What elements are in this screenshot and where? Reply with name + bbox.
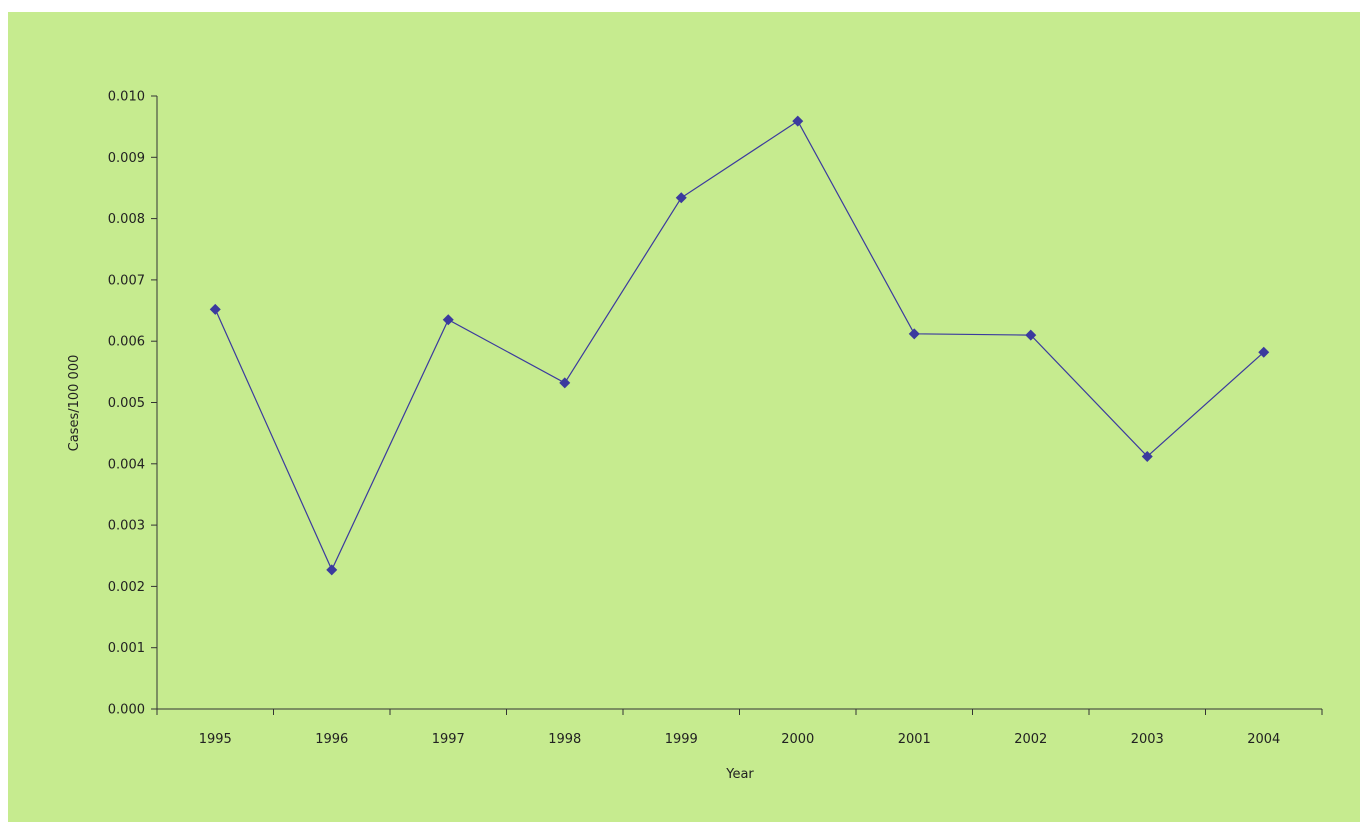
series-line xyxy=(214,120,1265,572)
y-tick-label: 0.008 xyxy=(108,212,145,227)
y-tick-label: 0.005 xyxy=(108,396,145,411)
x-tick-label: 1998 xyxy=(548,732,581,747)
y-tick-label: 0.003 xyxy=(108,519,145,534)
data-point-marker xyxy=(792,115,804,127)
x-tick-label: 1997 xyxy=(432,732,465,747)
axes xyxy=(151,95,1323,715)
x-tick-label: 2001 xyxy=(898,732,931,747)
data-point-marker xyxy=(1258,346,1270,358)
y-tick-label: 0.002 xyxy=(108,580,145,595)
data-point-marker xyxy=(209,303,221,315)
y-tick-label: 0.009 xyxy=(108,151,145,166)
data-point-marker xyxy=(1141,450,1153,462)
y-tick-label: 0.004 xyxy=(108,457,145,472)
y-tick-label: 0.006 xyxy=(108,335,145,350)
y-axis-title: Cases/100 000 xyxy=(67,355,82,452)
series-group xyxy=(209,115,1270,576)
data-point-marker xyxy=(1025,329,1037,341)
chart-background xyxy=(8,12,1360,822)
tick-labels: 0.000 0.001 0.002 0.003 0.004 0.005 0.006 0.007… xyxy=(108,90,1281,748)
data-point-marker xyxy=(326,564,338,576)
x-tick-label: 2003 xyxy=(1131,732,1164,747)
x-tick-label: 2000 xyxy=(781,732,814,747)
data-point-marker xyxy=(908,328,920,340)
data-point-marker xyxy=(559,377,571,389)
x-tick-label: 2004 xyxy=(1247,732,1280,747)
y-tick-label: 0.001 xyxy=(108,641,145,656)
x-tick-label: 2002 xyxy=(1014,732,1047,747)
data-point-marker xyxy=(442,314,454,326)
x-tick-label: 1999 xyxy=(665,732,698,747)
data-point-marker xyxy=(675,192,687,204)
y-tick-label: 0.010 xyxy=(108,90,145,105)
y-tick-label: 0.007 xyxy=(108,273,145,288)
x-tick-label: 1996 xyxy=(315,732,348,747)
x-tick-label: 1995 xyxy=(199,732,232,747)
y-tick-label: 0.000 xyxy=(108,703,145,718)
x-axis-title: Year xyxy=(725,767,754,782)
